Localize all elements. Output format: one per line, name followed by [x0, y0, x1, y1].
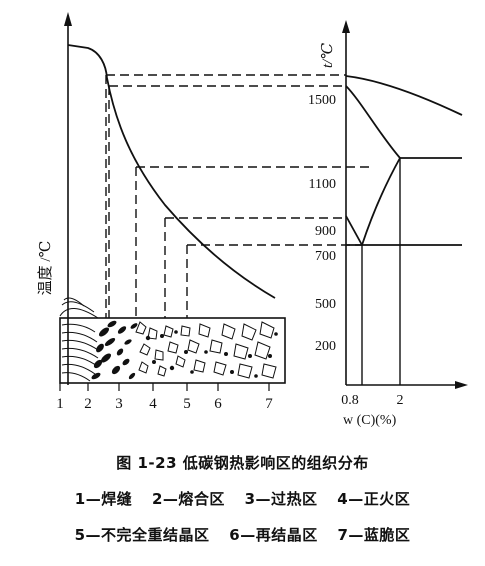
- figure-caption-title: 图 1-23 低碳钢热影响区的组织分布: [116, 454, 369, 472]
- tick-2: 2: [397, 393, 404, 408]
- legend-weld: 1—焊缝: [74, 490, 133, 508]
- bottom-axis-label: w (C)(%): [343, 413, 397, 428]
- legend-line-1: 1—焊缝 2—熔合区 3—过热区 4—正火区: [0, 488, 485, 509]
- left-axis-label: 温度 /℃: [37, 241, 54, 296]
- legend-overheated-zone: 3—过热区: [244, 490, 318, 508]
- heat-affected-zone-diagram: 温度 /℃: [37, 12, 468, 428]
- bottom-axis-arrow: [455, 381, 468, 389]
- zone-number-7: 7: [265, 396, 273, 412]
- fe-c-composition-verticals: [361, 158, 401, 385]
- legend-blue-brittle-zone: 7—蓝脆区: [337, 526, 411, 544]
- zone-number-6: 6: [214, 396, 222, 412]
- zone-number-1: 1: [56, 396, 64, 412]
- tick-900: 900: [315, 224, 336, 239]
- legend-fusion-zone: 2—熔合区: [151, 490, 225, 508]
- zone-number-5: 5: [183, 396, 191, 412]
- projection-lines: [105, 74, 372, 318]
- tick-500: 500: [315, 297, 336, 312]
- tick-700: 700: [315, 249, 336, 264]
- tick-200: 200: [315, 339, 336, 354]
- weld-microstructure-band: [59, 297, 286, 384]
- tick-1500: 1500: [308, 93, 336, 108]
- legend-normalized-zone: 4—正火区: [337, 490, 411, 508]
- zone-number-3: 3: [115, 396, 123, 412]
- right-axis-arrow: [342, 20, 350, 33]
- right-axis-label: t/℃: [320, 43, 336, 68]
- left-temperature-axis: [64, 12, 72, 385]
- legend-partial-recrystallization-zone: 5—不完全重结晶区: [74, 526, 210, 544]
- tick-1100: 1100: [309, 177, 336, 192]
- zone-ticks: [59, 383, 270, 391]
- right-axis-tick-labels: 1500 1100 900 700 500 200: [308, 93, 336, 354]
- zone-number-labels: 1 2 3 4 5 6 7: [56, 396, 273, 412]
- fe-c-diagram-axes: [345, 30, 460, 386]
- legend-line-2: 5—不完全重结晶区 6—再结晶区 7—蓝脆区: [0, 524, 485, 545]
- zone-number-2: 2: [84, 396, 92, 412]
- zone-number-4: 4: [149, 396, 157, 412]
- peak-temperature-curve: [67, 44, 276, 299]
- legend-recrystallization-zone: 6—再结晶区: [229, 526, 318, 544]
- tick-0-8: 0.8: [341, 393, 359, 408]
- fe-c-phase-lines: [345, 75, 463, 246]
